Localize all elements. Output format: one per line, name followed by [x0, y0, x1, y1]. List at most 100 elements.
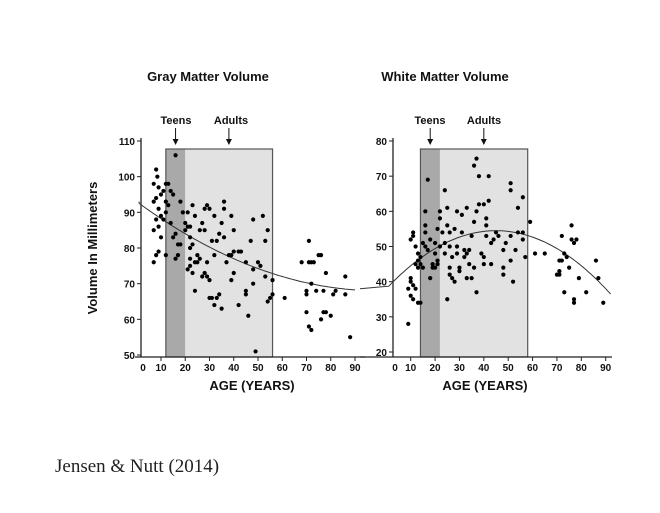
data-point	[306, 238, 312, 243]
data-point	[168, 220, 173, 226]
data-point	[323, 270, 328, 276]
x-tick-label: 50	[252, 363, 264, 374]
data-point	[161, 217, 166, 222]
data-point	[471, 265, 477, 270]
data-point	[447, 272, 452, 277]
data-point	[260, 213, 265, 218]
data-point	[173, 256, 178, 261]
teens-annotation: Teens	[161, 115, 192, 127]
x-tick-label: 90	[349, 363, 361, 374]
data-point	[236, 302, 241, 308]
data-point	[457, 269, 462, 274]
data-point	[562, 290, 567, 295]
data-point	[204, 260, 210, 265]
arrowhead-icon	[172, 139, 179, 145]
data-point	[180, 210, 185, 215]
y-tick-label: 30	[376, 313, 388, 324]
data-point	[484, 216, 489, 221]
data-point	[574, 237, 579, 242]
arrowhead-icon	[427, 139, 434, 145]
data-point	[435, 258, 440, 263]
data-point	[418, 300, 423, 305]
data-point	[569, 237, 574, 242]
data-point	[190, 242, 195, 247]
data-point	[323, 310, 328, 315]
data-point	[423, 209, 428, 214]
data-point	[183, 228, 188, 233]
x-tick-label: 10	[155, 363, 167, 374]
data-point	[214, 238, 219, 243]
data-point	[428, 276, 433, 281]
data-point	[265, 299, 270, 304]
data-point	[418, 261, 423, 267]
data-point	[202, 228, 207, 233]
x-tick-label: 80	[576, 363, 588, 374]
data-point	[411, 297, 416, 302]
data-point	[246, 313, 251, 318]
data-point	[231, 270, 236, 276]
data-point	[513, 247, 518, 253]
data-point	[207, 278, 212, 283]
data-point	[452, 226, 457, 232]
x-tick-label: 60	[527, 363, 539, 374]
data-point	[423, 244, 428, 249]
data-point	[450, 254, 455, 260]
data-point	[333, 288, 338, 293]
data-point	[435, 261, 440, 267]
data-point	[197, 256, 202, 261]
data-point	[596, 276, 601, 281]
data-point	[197, 228, 202, 233]
data-point	[221, 199, 227, 204]
x-tick-label: 20	[180, 363, 192, 374]
data-point	[508, 258, 513, 263]
data-point	[154, 167, 159, 172]
data-point	[564, 254, 569, 260]
x-tick-label: 40	[478, 363, 490, 374]
data-point	[510, 279, 516, 284]
data-point	[467, 261, 472, 267]
data-point	[457, 265, 462, 270]
x-tick-label: 50	[503, 363, 515, 374]
data-point	[415, 265, 421, 270]
data-point	[454, 244, 460, 249]
data-point	[491, 237, 496, 242]
data-point	[542, 251, 547, 256]
data-point	[479, 251, 484, 256]
data-point	[178, 199, 183, 204]
data-point	[270, 278, 275, 283]
data-point	[474, 290, 479, 295]
y-tick-label: 60	[124, 315, 136, 326]
data-point	[204, 274, 210, 279]
data-point	[571, 240, 577, 246]
data-point	[532, 251, 538, 256]
data-point	[437, 209, 443, 214]
data-point	[493, 230, 499, 235]
data-point	[219, 220, 224, 226]
data-point	[188, 256, 193, 261]
trend-line	[359, 230, 611, 295]
data-point	[432, 251, 438, 256]
data-point	[571, 297, 577, 302]
data-point	[469, 233, 474, 239]
data-point	[212, 253, 217, 258]
data-point	[190, 203, 195, 208]
data-point	[229, 213, 234, 218]
data-point	[183, 220, 188, 226]
data-point	[166, 203, 171, 208]
data-point	[445, 297, 450, 302]
y-axis-label: Volume In Millimeters	[85, 182, 100, 315]
data-point	[442, 240, 447, 246]
adults-annotation: Adults	[214, 115, 248, 127]
data-point	[425, 177, 430, 182]
data-point	[212, 213, 217, 218]
adults-annotation: Adults	[467, 115, 501, 127]
data-point	[263, 274, 268, 279]
data-point	[411, 230, 416, 235]
data-point	[501, 247, 506, 253]
data-point	[476, 202, 482, 207]
data-point	[557, 269, 562, 274]
data-point	[408, 293, 413, 298]
data-point	[151, 260, 156, 265]
data-point	[195, 253, 200, 258]
